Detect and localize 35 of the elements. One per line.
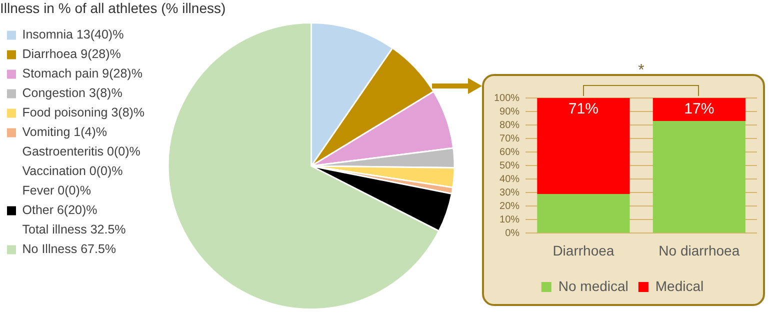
legend-label: No medical bbox=[558, 278, 628, 294]
text: Total illness 32.5% bbox=[22, 222, 126, 237]
y-tick-label: 20% bbox=[500, 200, 520, 212]
data-label: 71% bbox=[568, 100, 598, 118]
legend-label: Diarrhoea 9(28)% bbox=[22, 47, 121, 62]
y-tick-label: 90% bbox=[500, 106, 520, 118]
legend-label: Congestion 3(8)% bbox=[22, 86, 122, 100]
category-label: Fever 0(0)% bbox=[22, 184, 92, 198]
bar bbox=[537, 98, 630, 194]
y-tick-label: 30% bbox=[500, 187, 520, 198]
legend-label: Medical bbox=[655, 278, 704, 294]
data-label: 17% bbox=[684, 100, 714, 118]
bar bbox=[537, 194, 630, 233]
legend-label: Other 6(20)% bbox=[22, 203, 98, 218]
y-tick-label: 60% bbox=[500, 146, 520, 158]
legend-label: Vomiting 1(4)% bbox=[22, 125, 108, 140]
legend-label: Stomach pain 9(28)% bbox=[22, 66, 142, 81]
legend-label: Insomnia 13(40)% bbox=[22, 28, 124, 42]
y-tick-label: 70% bbox=[500, 133, 520, 144]
y-tick-label: 0% bbox=[505, 228, 520, 239]
y-tick-label: 100% bbox=[494, 92, 520, 104]
legend-label: Food poisoning 3(8)% bbox=[22, 106, 145, 120]
y-tick-label: 40% bbox=[500, 174, 520, 185]
y-tick-label: 80% bbox=[500, 120, 520, 131]
x-tick-label: Diarrhoea bbox=[552, 242, 614, 258]
bar bbox=[652, 98, 746, 121]
x-tick-label: No diarrhoea bbox=[658, 242, 740, 258]
bar bbox=[652, 120, 746, 233]
y-tick-label: 10% bbox=[500, 214, 520, 226]
text: * bbox=[638, 62, 644, 80]
y-tick-label: 50% bbox=[500, 160, 520, 172]
category-label: Vaccination 0(0)% bbox=[22, 164, 123, 178]
category-label: Gastroenteritis 0(0)% bbox=[22, 144, 140, 159]
chart-title: Illness in % of all athletes (% illness) bbox=[0, 0, 226, 16]
legend-label: No Illness 67.5% bbox=[22, 242, 116, 256]
